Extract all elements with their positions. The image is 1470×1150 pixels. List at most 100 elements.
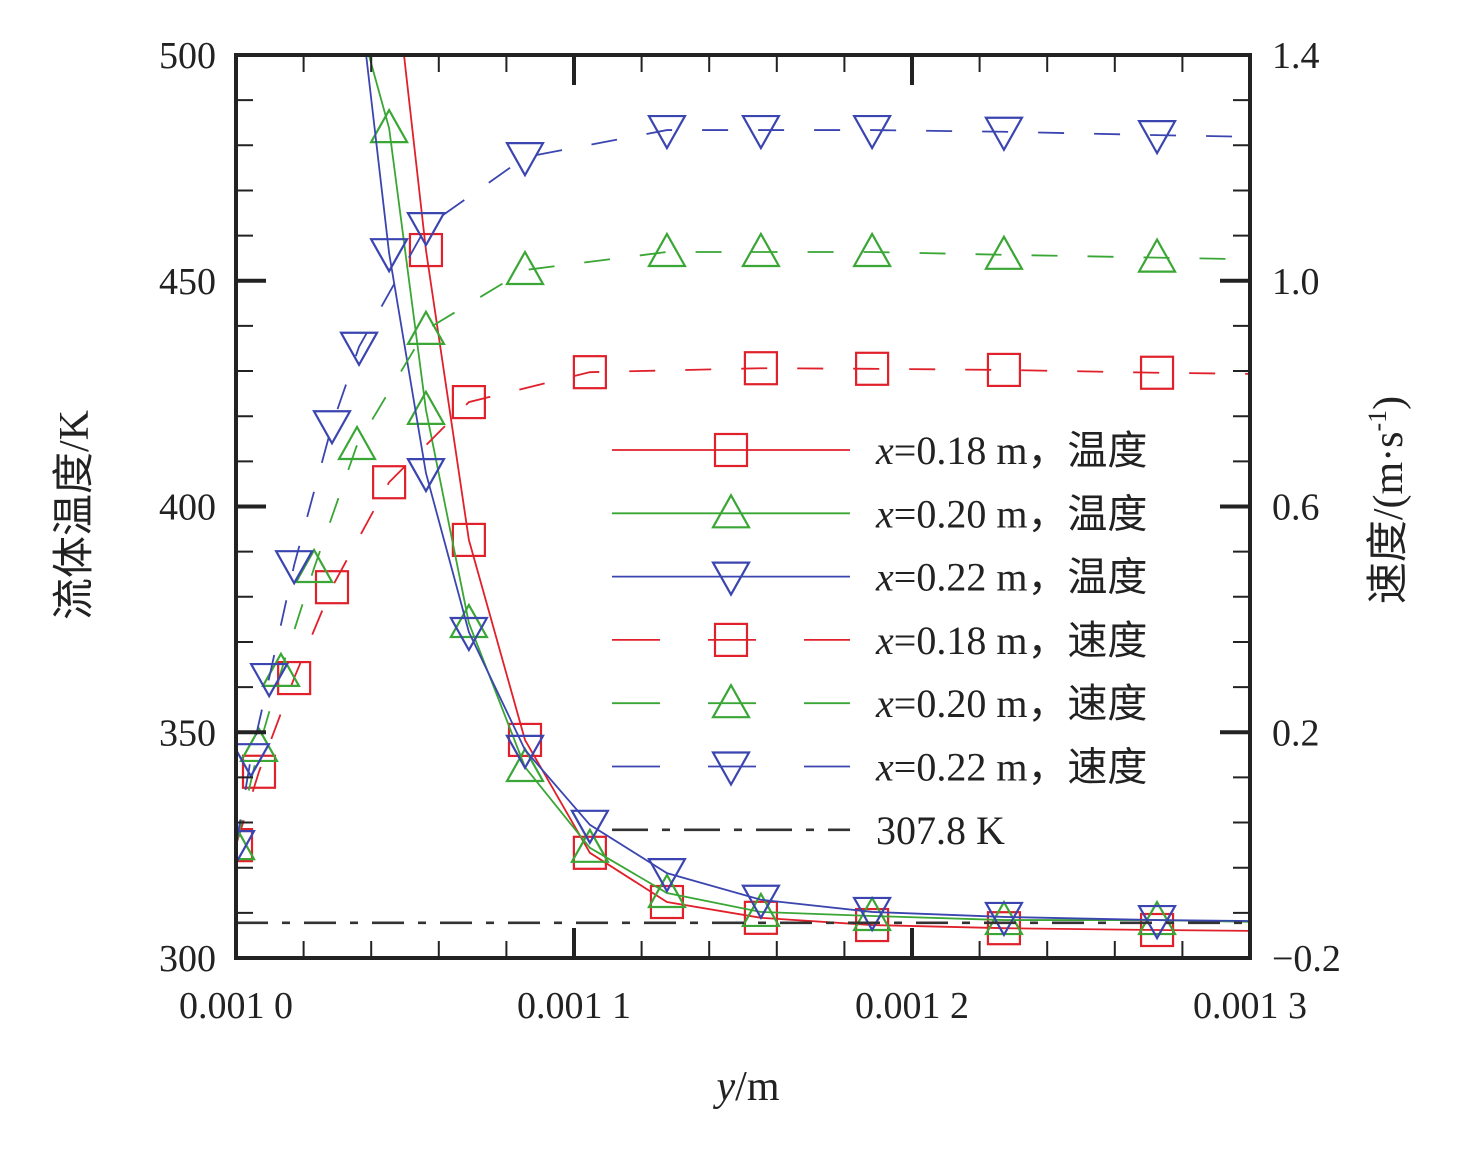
series-line-0 <box>403 55 1250 932</box>
data-point-2-7 <box>741 884 781 921</box>
data-point-2-2 <box>406 457 446 494</box>
data-point-1-4 <box>505 746 545 783</box>
legend-label-text: =0.22 m，速度 <box>894 745 1148 790</box>
data-point-3-6 <box>572 355 607 390</box>
y-right-axis-title: 速度/(m·s-1) <box>1363 396 1412 604</box>
data-point-3-9 <box>986 352 1022 388</box>
data-point-4-8 <box>741 231 781 268</box>
data-point-5-0 <box>236 830 256 866</box>
series-3 <box>236 351 1250 863</box>
data-point-0-1 <box>408 232 444 268</box>
data-point-4-5 <box>406 309 446 345</box>
legend-label-3: x=0.18 m，速度 <box>875 618 1147 663</box>
y-right-tick-label: 1.4 <box>1272 35 1320 77</box>
data-point-3-4 <box>372 465 407 500</box>
plot-lines <box>236 55 1250 948</box>
legend-entry-6: 307.8 K <box>612 808 1005 853</box>
y-left-tick-label: 300 <box>159 938 216 980</box>
legend-label-0: x=0.18 m，温度 <box>875 428 1147 473</box>
data-point-5-2 <box>249 662 290 699</box>
y-right-tick-label: 1.0 <box>1272 261 1320 303</box>
legend-label-text: 307.8 K <box>876 808 1005 853</box>
y-left-tick-label: 500 <box>159 35 216 77</box>
data-point-5-9 <box>741 114 781 151</box>
data-point-4-3 <box>294 547 334 584</box>
y-right-axis-title-main: 速度/(m·s <box>1366 432 1412 605</box>
data-point-1-6 <box>647 872 687 909</box>
x-tick-label: 0.001 3 <box>1193 985 1307 1027</box>
legend-marker-1 <box>711 493 751 529</box>
axes: 300 350 400 450 500 −0.2 0.2 0.6 1.0 1.4 0.001 0 0.… <box>159 35 1341 1027</box>
x-axis-title: y/m <box>713 1064 780 1110</box>
data-point-1-1 <box>369 107 409 144</box>
data-point-4-11 <box>1137 237 1177 273</box>
data-point-5-6 <box>406 212 446 248</box>
data-point-5-8 <box>647 114 687 151</box>
legend-label-var: x <box>875 681 894 726</box>
data-point-1-5 <box>570 827 610 863</box>
legend-label-var: x <box>875 555 894 600</box>
legend-entry-5: x=0.22 m，速度 <box>612 745 1147 790</box>
y-left-tick-label: 400 <box>159 487 216 529</box>
legend-label-text: =0.18 m，速度 <box>894 618 1148 663</box>
series-5 <box>236 114 1250 866</box>
y-right-tick-label: −0.2 <box>1272 938 1341 980</box>
data-point-4-4 <box>337 424 377 461</box>
legend-marker-2 <box>711 561 751 597</box>
series-0 <box>403 55 1250 948</box>
legend-label-6: 307.8 K <box>876 808 1005 853</box>
y-right-axis-title-close: ) <box>1366 396 1412 410</box>
legend-label-text: =0.20 m，速度 <box>894 681 1148 726</box>
legend-label-text: =0.20 m，温度 <box>894 491 1148 536</box>
legend-label-var: x <box>875 618 894 663</box>
data-point-2-8 <box>852 896 892 933</box>
data-point-2-3 <box>449 616 489 653</box>
data-point-2-4 <box>505 734 545 771</box>
legend-marker-0 <box>713 432 749 468</box>
data-point-5-12 <box>1137 120 1177 156</box>
data-point-0-8 <box>986 911 1022 946</box>
legend-entry-4: x=0.20 m，速度 <box>612 681 1147 726</box>
x-tick-label: 0.001 0 <box>179 985 293 1027</box>
data-point-4-10 <box>984 234 1024 270</box>
data-point-3-7 <box>743 351 779 386</box>
y-right-tick-label: 0.6 <box>1272 487 1320 529</box>
data-point-3-3 <box>314 570 350 605</box>
data-point-1-2 <box>406 389 446 425</box>
data-point-2-9 <box>984 901 1024 938</box>
data-point-2-1 <box>369 238 409 274</box>
data-point-5-10 <box>852 114 892 151</box>
legend-marker-4 <box>711 682 751 719</box>
legend-label-2: x=0.22 m，温度 <box>875 555 1147 600</box>
data-point-5-5 <box>339 331 379 368</box>
data-point-0-4 <box>572 835 607 870</box>
data-point-4-7 <box>647 231 687 268</box>
x-axis-title-unit: /m <box>735 1064 780 1110</box>
x-axis-title-var: y <box>713 1064 736 1110</box>
x-tick-label: 0.001 2 <box>855 985 969 1027</box>
y-left-axis-title: 流体温度/K <box>52 410 98 620</box>
data-point-4-0 <box>236 824 256 861</box>
data-point-5-1 <box>236 743 271 779</box>
data-point-3-10 <box>1139 355 1175 390</box>
data-point-0-6 <box>743 900 779 935</box>
data-point-3-0 <box>236 828 254 863</box>
data-point-5-11 <box>984 116 1024 152</box>
legend-entry-3: x=0.18 m，速度 <box>612 618 1147 663</box>
data-point-2-5 <box>570 809 610 846</box>
data-point-1-10 <box>1137 899 1177 936</box>
data-point-3-5 <box>451 384 486 420</box>
data-point-5-7 <box>505 142 545 178</box>
legend-label-text: =0.22 m，温度 <box>894 555 1148 600</box>
data-point-1-7 <box>741 891 781 928</box>
data-point-5-3 <box>274 550 315 586</box>
y-right-axis-title-sup: -1 <box>1363 410 1392 432</box>
legend-label-var: x <box>875 491 894 536</box>
series-line-1 <box>367 55 1250 923</box>
series-line-5 <box>236 129 1250 846</box>
legend-entry-1: x=0.20 m，温度 <box>612 491 1147 536</box>
series-2 <box>365 55 1250 941</box>
y-left-tick-label: 450 <box>159 261 216 303</box>
data-point-1-9 <box>984 899 1024 936</box>
